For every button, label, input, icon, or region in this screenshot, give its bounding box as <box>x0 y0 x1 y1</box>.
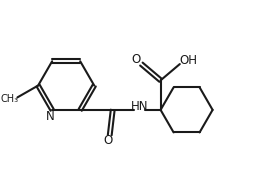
Text: O: O <box>131 53 141 66</box>
Text: O: O <box>104 134 113 147</box>
Text: HN: HN <box>131 100 148 113</box>
Text: CH₃: CH₃ <box>1 94 19 104</box>
Text: OH: OH <box>179 54 197 67</box>
Text: N: N <box>46 110 55 123</box>
